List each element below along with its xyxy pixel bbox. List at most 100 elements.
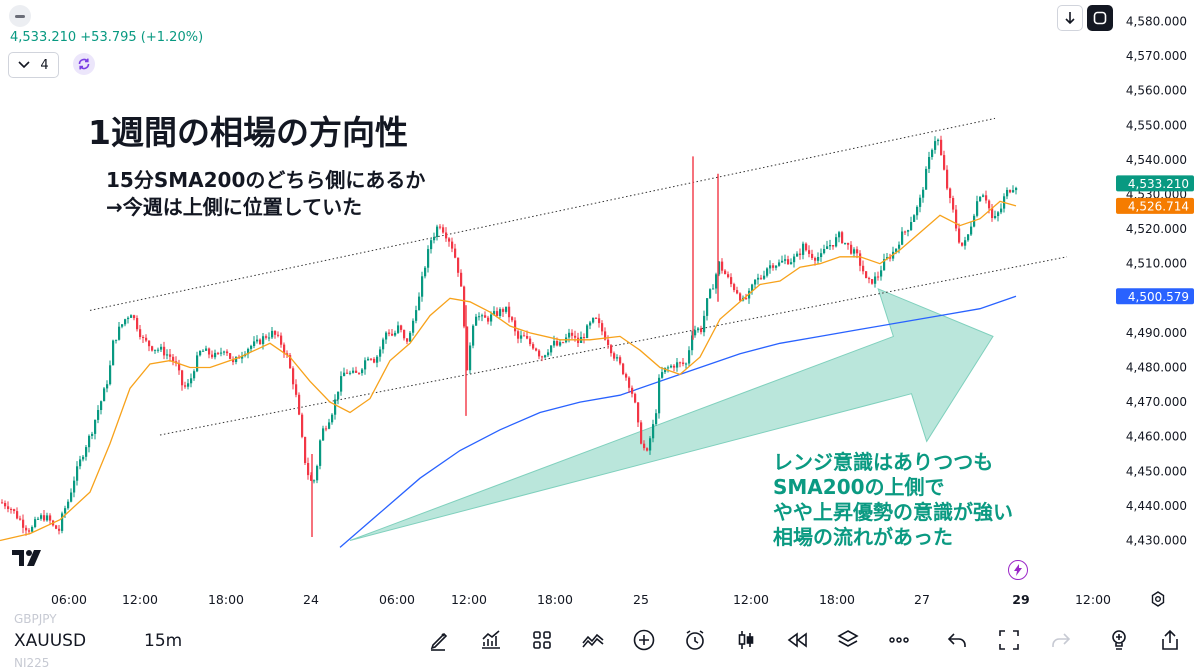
candle-body <box>343 372 346 377</box>
candle-body <box>172 356 175 362</box>
collapse-pill-button[interactable] <box>9 5 31 27</box>
symbol-selector[interactable]: XAUUSD <box>14 631 87 651</box>
interval-dropdown[interactable]: 4 <box>8 52 59 78</box>
candle-body <box>769 265 772 269</box>
candle-body <box>424 267 427 277</box>
share-icon[interactable] <box>1158 628 1182 652</box>
candle-type-icon[interactable] <box>734 628 758 652</box>
layers-icon[interactable] <box>836 628 860 652</box>
candle-body <box>484 315 487 318</box>
time-axis[interactable]: 06:00 12:00 18:00 24 06:00 12:00 18:00 25 12:00 1… <box>51 592 1111 607</box>
sma-short-line <box>0 200 1017 542</box>
candle-body <box>412 320 415 333</box>
price-tick-label: 4,460.000 <box>1126 430 1187 444</box>
candle-body <box>355 370 358 373</box>
candle-body <box>121 324 124 327</box>
alert-clock-icon[interactable] <box>683 628 707 652</box>
candle-body <box>901 231 904 245</box>
chevron-down-icon <box>18 61 30 69</box>
candle-body <box>430 240 433 250</box>
indicators-icon[interactable] <box>479 628 503 652</box>
candle-body <box>352 370 355 373</box>
candle-body <box>4 503 7 507</box>
time-tick-label: 29 <box>1012 592 1029 607</box>
candle-body <box>730 277 733 285</box>
draw-pen-icon[interactable] <box>428 628 452 652</box>
candle-body <box>697 328 700 331</box>
candle-body <box>229 353 232 359</box>
time-tick-label: 12:00 <box>451 592 487 607</box>
annotation-note-line-4: 相場の流れがあった <box>773 525 953 549</box>
price-tick-label: 4,550.000 <box>1126 118 1187 132</box>
candle-body <box>931 149 934 157</box>
candle-body <box>319 440 322 466</box>
candle-body <box>844 242 847 244</box>
lightbulb-icon[interactable] <box>1107 628 1131 652</box>
candle-body <box>811 253 814 258</box>
undo-icon[interactable] <box>945 628 969 652</box>
candle-body <box>265 336 268 338</box>
candle-body <box>385 332 388 340</box>
symbol-ghost-above[interactable]: GBPJPY <box>14 612 57 626</box>
candle-body <box>403 329 406 339</box>
price-tick-label: 4,430.000 <box>1126 534 1187 548</box>
compare-icon[interactable] <box>581 628 605 652</box>
sma-short-path[interactable] <box>0 200 1017 542</box>
fullscreen-toggle-button[interactable] <box>1087 5 1113 31</box>
candle-body <box>928 157 931 169</box>
candle-body <box>661 372 664 378</box>
candle-body <box>196 355 199 372</box>
candle-body <box>796 253 799 257</box>
trend-arrow <box>349 288 994 541</box>
candle-body <box>508 306 511 318</box>
candle-body <box>181 370 184 386</box>
price-axis[interactable]: 4,580.000 4,570.000 4,560.000 4,550.000 4,54… <box>1116 15 1194 548</box>
sync-icon[interactable] <box>73 53 95 75</box>
redo-icon[interactable] <box>1049 628 1073 652</box>
candle-body <box>448 238 451 242</box>
candle-body <box>151 346 154 351</box>
candle-body <box>640 422 643 444</box>
candle-body <box>370 358 373 360</box>
candle-body <box>277 334 280 336</box>
candle-body <box>493 311 496 315</box>
candle-body <box>787 259 790 265</box>
lightning-icon[interactable] <box>1008 560 1028 580</box>
time-tick-label: 18:00 <box>537 592 573 607</box>
candle-body <box>103 388 106 402</box>
timeframe-selector[interactable]: 15m <box>144 631 183 651</box>
candle-body <box>127 317 130 320</box>
candle-body <box>826 246 829 249</box>
candle-body <box>169 354 172 357</box>
candle-body <box>922 189 925 198</box>
fullscreen-select-icon[interactable] <box>997 628 1021 652</box>
scroll-down-button[interactable] <box>1057 5 1083 31</box>
layouts-icon[interactable] <box>530 628 554 652</box>
candle-body <box>7 506 10 509</box>
candle-body <box>337 391 340 400</box>
candle-body <box>100 401 103 410</box>
candle-body <box>67 501 70 509</box>
candle-body <box>202 350 205 352</box>
candle-body <box>847 242 850 245</box>
chart-area[interactable]: 4,580.000 4,570.000 4,560.000 4,550.000 4,54… <box>0 0 1200 608</box>
symbol-ghost-below[interactable]: NI225 <box>14 656 50 670</box>
price-tick-label: 4,470.000 <box>1126 395 1187 409</box>
candle-body <box>511 317 514 321</box>
candle-body <box>34 519 37 527</box>
add-icon[interactable] <box>632 628 656 652</box>
candle-body <box>520 335 523 339</box>
candle-body <box>241 355 244 359</box>
candle-body <box>469 345 472 371</box>
candle-body <box>943 155 946 170</box>
candle-body <box>340 376 343 392</box>
candle-body <box>994 216 997 218</box>
candle-body <box>736 290 739 294</box>
more-icon[interactable] <box>887 628 911 652</box>
candle-body <box>256 339 259 342</box>
candle-body <box>148 340 151 347</box>
candle-body <box>373 358 376 363</box>
replay-icon[interactable] <box>785 628 809 652</box>
candle-body <box>382 339 385 350</box>
gear-icon[interactable] <box>1149 590 1167 608</box>
